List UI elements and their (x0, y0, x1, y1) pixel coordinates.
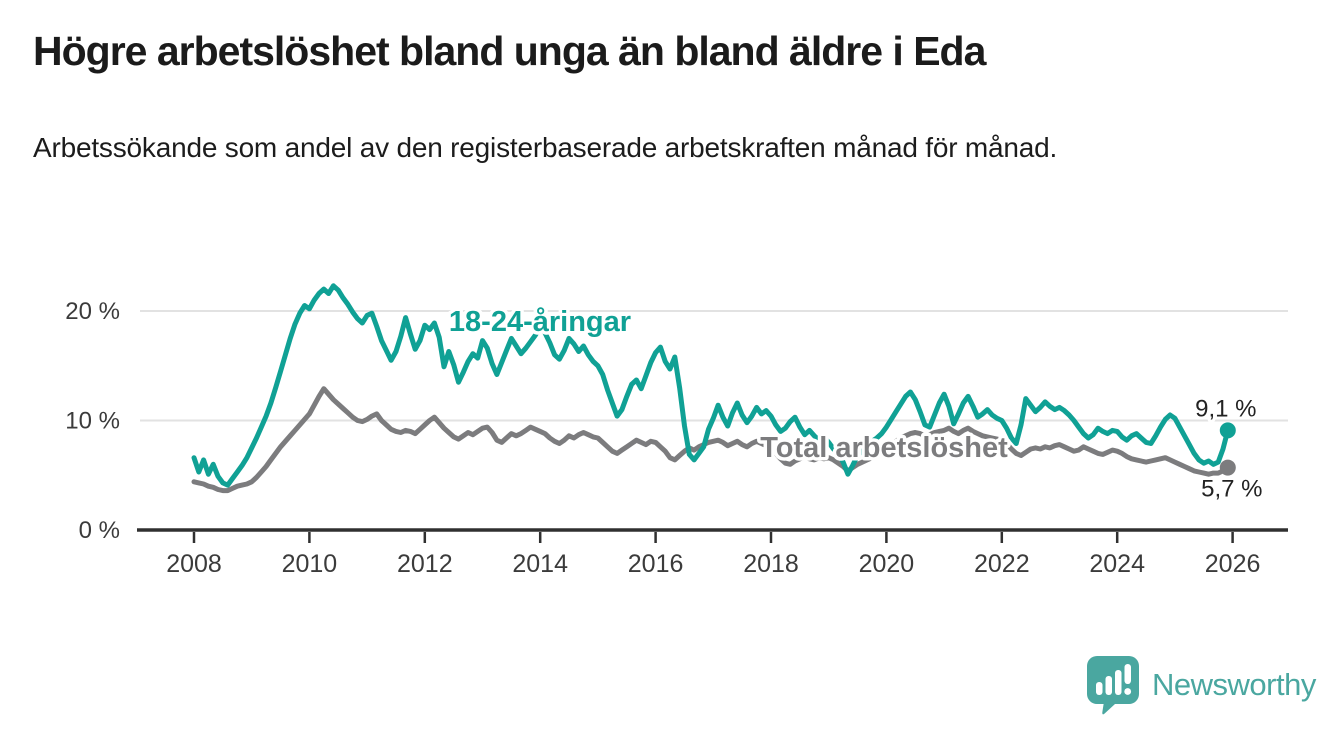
page-title: Högre arbetslöshet bland unga än bland ä… (33, 28, 986, 74)
x-axis-tick-label-2014: 2014 (512, 550, 568, 578)
series-line-total (191, 386, 1231, 494)
end-dot-total (1219, 459, 1236, 476)
y-axis-label-0: 0 % (79, 517, 120, 544)
logo-bubble-shape (1087, 656, 1139, 715)
newsworthy-logo-text: Newsworthy (1152, 667, 1316, 702)
page-subtitle: Arbetssökande som andel av den registerb… (33, 132, 1058, 163)
x-axis-tick-label-2010: 2010 (282, 550, 338, 578)
y-axis-label-10: 10 % (65, 408, 120, 435)
series-label-youth-18-24: 18-24-åringar (449, 306, 631, 338)
logo-bar-3 (1115, 670, 1122, 695)
x-axis-tick-label-2016: 2016 (628, 550, 684, 578)
logo-bar-2 (1105, 676, 1112, 695)
x-axis-tick-label-2008: 2008 (166, 550, 222, 578)
series-line-youth-18-24 (191, 283, 1231, 488)
x-axis-tick-label-2024: 2024 (1089, 550, 1145, 578)
x-axis-tick-label-2020: 2020 (859, 550, 915, 578)
x-axis-tick-label-2018: 2018 (743, 550, 799, 578)
end-dot-youth-18-24 (1219, 422, 1236, 439)
y-axis-label-20: 20 % (65, 298, 120, 325)
x-axis-tick-label-2022: 2022 (974, 550, 1030, 578)
x-axis-tick-label-2026: 2026 (1205, 550, 1261, 578)
x-axis-tick-label-2012: 2012 (397, 550, 453, 578)
logo-exclamation-bar (1124, 664, 1131, 684)
end-value-label-total: 5,7 % (1201, 476, 1262, 503)
end-value-label-youth-18-24: 9,1 % (1195, 395, 1256, 422)
newsworthy-logo: Newsworthy (1085, 655, 1316, 715)
logo-bar-1 (1096, 682, 1103, 695)
newsworthy-logo-icon (1087, 656, 1139, 715)
logo-exclamation-dot (1124, 688, 1132, 695)
series-label-total: Total arbetslöshet (760, 432, 1008, 464)
